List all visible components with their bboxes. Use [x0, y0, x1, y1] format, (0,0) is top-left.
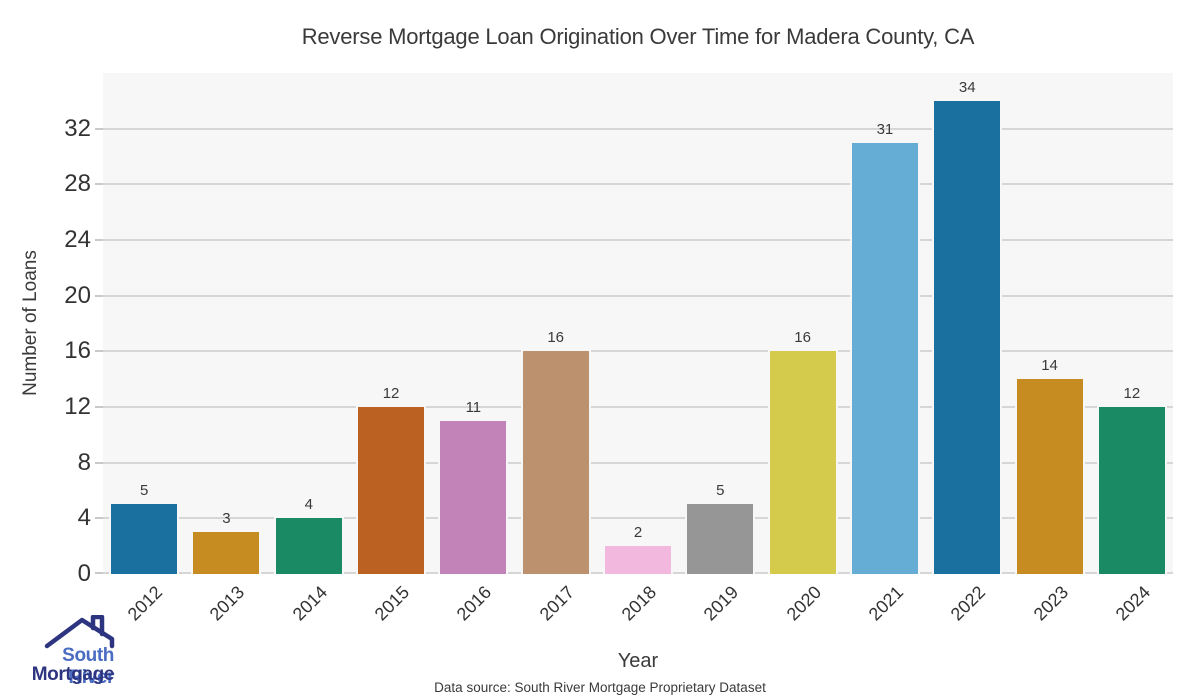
x-tick-label-2019: 2019 [699, 582, 743, 625]
gridline-16 [103, 350, 1173, 353]
x-tick-label-2015: 2015 [370, 582, 414, 625]
bar-value-label-2014: 4 [304, 496, 313, 514]
y-tick-label-32: 32 [64, 114, 91, 142]
y-tick-mark-28 [95, 183, 103, 186]
gridline-24 [103, 239, 1173, 241]
bar-value-label-2013: 3 [222, 510, 231, 528]
y-tick-mark-4 [95, 517, 103, 520]
bar-value-label-2020: 16 [794, 329, 811, 347]
bar-value-label-2023: 14 [1041, 357, 1058, 375]
gridline-28 [103, 183, 1173, 186]
x-tick-label-2022: 2022 [946, 582, 990, 625]
y-tick-label-8: 8 [77, 448, 91, 476]
x-tick-label-2017: 2017 [535, 582, 578, 625]
bar-value-label-2017: 16 [547, 329, 565, 347]
x-tick-label-2016: 2016 [453, 582, 496, 625]
bar-2015 [358, 407, 425, 574]
bar-value-label-2019: 5 [716, 482, 725, 500]
bar-2012 [111, 504, 178, 574]
plot-area: 5 3 4 12 11 16 2 5 16 31 34 14 12 [103, 73, 1173, 574]
x-axis-label: Year [617, 650, 659, 672]
gridline-32 [103, 127, 1173, 130]
bar-2016 [440, 420, 507, 574]
bar-value-label-2012: 5 [139, 482, 149, 500]
y-tick-mark-32 [95, 127, 103, 130]
logo-line1: South River [62, 645, 114, 688]
x-tick-label-2012: 2012 [123, 582, 167, 625]
bar-2017 [522, 351, 589, 574]
x-tick-label-2013: 2013 [206, 582, 249, 625]
y-tick-label-0: 0 [77, 560, 91, 587]
bar-value-label-2015: 12 [382, 385, 400, 402]
y-tick-mark-24 [95, 239, 103, 241]
bar-2020 [769, 351, 836, 574]
source-note: Data source: South River Mortgage Propri… [434, 680, 766, 695]
bar-2019 [687, 504, 754, 574]
bar-2018 [605, 546, 671, 574]
bar-2014 [275, 518, 342, 574]
y-tick-mark-20 [95, 294, 103, 297]
x-tick-label-2018: 2018 [617, 582, 661, 625]
x-tick-label-2021: 2021 [864, 582, 908, 625]
y-tick-mark-16 [95, 350, 103, 353]
y-tick-label-4: 4 [77, 504, 91, 532]
x-tick-label-2023: 2023 [1029, 582, 1072, 625]
y-tick-label-16: 16 [64, 337, 91, 365]
bar-2024 [1098, 407, 1165, 574]
y-axis-label: Number of Loans [20, 250, 41, 396]
bar-value-label-2016: 11 [465, 398, 482, 416]
y-tick-mark-12 [95, 406, 103, 408]
bar-value-label-2021: 31 [876, 120, 894, 138]
bar-2022 [934, 100, 1001, 574]
bar-value-label-2018: 2 [633, 524, 643, 542]
y-tick-label-12: 12 [64, 393, 91, 420]
y-tick-label-28: 28 [64, 170, 91, 198]
bar-2013 [193, 532, 260, 574]
x-tick-label-2014: 2014 [288, 582, 331, 625]
gridline-8 [103, 461, 1173, 464]
bar-value-label-2022: 34 [958, 78, 976, 96]
gridline-12 [103, 406, 1173, 408]
y-tick-label-20: 20 [64, 281, 91, 309]
gridline-4 [103, 517, 1173, 520]
y-tick-label-24: 24 [64, 226, 91, 253]
house-roof-icon [44, 615, 115, 649]
x-tick-label-2024: 2024 [1111, 582, 1155, 625]
chart-title: Reverse Mortgage Loan Origination Over T… [301, 24, 975, 49]
bar-2023 [1016, 379, 1083, 574]
y-tick-mark-8 [95, 461, 103, 464]
logo-line2: Mortgage [31, 664, 115, 685]
bar-value-label-2024: 12 [1123, 385, 1141, 402]
gridline-20 [103, 294, 1173, 297]
bar-2021 [851, 142, 918, 574]
x-tick-label-2020: 2020 [782, 582, 825, 625]
y-tick-mark-0 [95, 572, 103, 574]
